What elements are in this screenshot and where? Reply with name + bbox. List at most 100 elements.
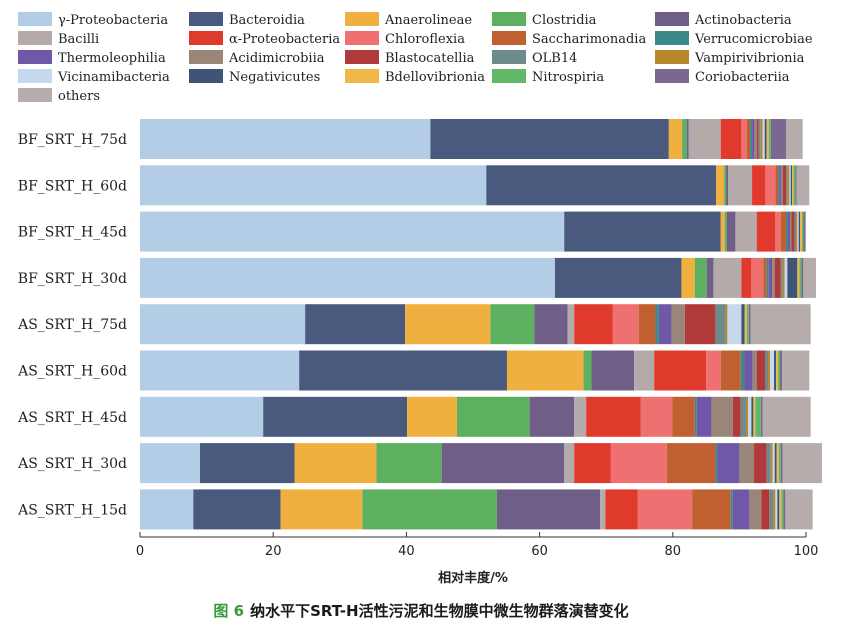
figure-caption-text: 纳水平下SRT-H活性污泥和生物膜中微生物群落演替变化 xyxy=(250,602,629,620)
bar-segment-bacilli xyxy=(688,119,721,159)
bar-segment-bacteroidia xyxy=(486,165,717,206)
bar-segment-verrucomicrobiae xyxy=(715,443,718,484)
bar-segment-thermoleophilia xyxy=(658,304,672,345)
legend-label: Verrucomicrobiae xyxy=(694,32,813,47)
bar-as-srt-h-60d xyxy=(140,350,810,391)
bar-segment-bacteroidia xyxy=(193,489,281,530)
legend-item-negativicutes: Negativicutes xyxy=(189,69,320,85)
legend-swatch xyxy=(492,69,526,83)
bar-segment-saccharimonadia xyxy=(720,350,741,391)
bar-segment-vicinamibacteria xyxy=(772,443,775,484)
legend-label: Chloroflexia xyxy=(385,32,465,47)
bar-segment-vicinamibacteria xyxy=(770,350,775,391)
bar-segment-bacteroidia xyxy=(263,396,408,437)
bar-segment-bdellovibrionia xyxy=(766,119,769,159)
bar-segment-bacteroidia xyxy=(430,119,669,159)
bar-segment-chloroflexia xyxy=(706,350,721,391)
bar-segment-acidimicrobiia xyxy=(711,396,733,437)
bar-segment-nitrospiria xyxy=(768,119,771,159)
bar-segment-blastocatellia xyxy=(761,489,770,530)
bar-segment-coriobacteriia xyxy=(760,396,763,437)
legend-label: Anaerolineae xyxy=(384,13,472,28)
bar-segment-clostridia xyxy=(724,211,727,252)
bar-segment-acidimicrobiia xyxy=(772,257,775,298)
bar-segment-vampirivibrionia xyxy=(787,165,790,206)
legend-label: Clostridia xyxy=(532,13,597,28)
legend-label: Bacilli xyxy=(58,32,99,47)
legend-swatch xyxy=(655,12,689,26)
y-tick-label: BF_SRT_H_75d xyxy=(18,132,127,148)
legend-item-nitrospiria: Nitrospiria xyxy=(492,69,604,85)
bar-segment-vicinamibacteria xyxy=(762,119,765,159)
legend-item-vicinamibacteria: Vicinamibacteria xyxy=(18,69,170,85)
legend-item-saccharimonadia: Saccharimonadia xyxy=(492,31,646,47)
bar-segment-olb14 xyxy=(715,304,726,345)
bar-segment-others xyxy=(785,489,813,530)
legend-swatch xyxy=(345,12,379,26)
bar-segment-bacilli xyxy=(567,304,575,345)
x-tick-label: 80 xyxy=(665,544,682,559)
bar-segment-coriobacteriia xyxy=(783,489,786,530)
legend-label: Acidimicrobiia xyxy=(228,51,325,66)
legend-item-bdellovibrionia: Bdellovibrionia xyxy=(345,69,485,85)
legend-swatch xyxy=(345,69,379,83)
bar-segment-negativicutes xyxy=(774,443,777,484)
bar-segment-thermoleophilia xyxy=(717,443,740,484)
bar-segment-verrucomicrobiae xyxy=(730,489,733,530)
bar-segment-others xyxy=(782,443,822,484)
legend-label: γ-Proteobacteria xyxy=(58,13,168,28)
bar-segment-proteobacteria xyxy=(720,119,742,159)
bar-segment-anaerolineae xyxy=(294,443,377,484)
legend-swatch xyxy=(189,31,223,45)
bar-segment-thermoleophilia xyxy=(752,119,755,159)
bar-segment-actinobacteria xyxy=(686,119,689,159)
legend-label: Nitrospiria xyxy=(532,70,604,85)
x-tick-label: 20 xyxy=(265,544,282,559)
bar-segment-bdellovibrionia xyxy=(800,211,803,252)
bar-segment-coriobacteriia xyxy=(780,443,783,484)
legend-swatch xyxy=(18,50,52,64)
bar-segment-olb14 xyxy=(794,211,797,252)
bar-segment-chloroflexia xyxy=(751,257,764,298)
legend-label: Vicinamibacteria xyxy=(57,70,170,85)
bar-segment-bacteroidia xyxy=(305,304,406,345)
bar-segment-olb14 xyxy=(758,119,761,159)
bar-segment-blastocatellia xyxy=(732,396,741,437)
bar-bf-srt-h-75d xyxy=(140,119,803,159)
legend-label: Bacteroidia xyxy=(229,13,305,28)
legend-label: Negativicutes xyxy=(229,70,320,85)
bar-segment-proteobacteria xyxy=(140,443,200,484)
legend-swatch xyxy=(18,88,52,102)
bar-segment-coriobacteriia xyxy=(770,119,787,159)
bar-segment-olb14 xyxy=(769,489,774,530)
bar-segment-vicinamibacteria xyxy=(784,257,788,298)
bar-segment-blastocatellia xyxy=(684,304,716,345)
y-tick-label: BF_SRT_H_30d xyxy=(18,271,127,287)
bar-segment-bdellovibrionia xyxy=(776,443,779,484)
legend-swatch xyxy=(18,12,52,26)
bar-segment-thermoleophilia xyxy=(779,165,782,206)
x-axis-title: 相对丰度/% xyxy=(438,570,508,586)
bar-segment-clostridia xyxy=(457,396,530,437)
bar-segment-bdellovibrionia xyxy=(797,257,800,298)
bar-segment-verrucomicrobiae xyxy=(655,304,659,345)
y-tick-label: AS_SRT_H_30d xyxy=(17,456,127,472)
bar-segment-vicinamibacteria xyxy=(797,211,799,252)
legend-item-verrucomicrobiae: Verrucomicrobiae xyxy=(655,31,813,47)
bar-segment-bdellovibrionia xyxy=(776,350,779,391)
bar-segment-clostridia xyxy=(362,489,497,530)
y-tick-label: AS_SRT_H_60d xyxy=(17,364,127,380)
bar-segment-thermoleophilia xyxy=(788,211,791,252)
bar-as-srt-h-15d xyxy=(140,489,813,530)
bar-segment-verrucomicrobiae xyxy=(766,257,769,298)
bar-segment-vampirivibrionia xyxy=(773,489,776,530)
y-tick-label: AS_SRT_H_75d xyxy=(17,317,127,333)
legend: γ-Proteobacteria Bacteroidia Anaerolineae C… xyxy=(18,12,813,104)
legend-swatch xyxy=(655,69,689,83)
bar-segment-clostridia xyxy=(583,350,592,391)
legend-item-vampirivibrionia: Vampirivibrionia xyxy=(655,50,805,66)
bar-segment-blastocatellia xyxy=(774,257,781,298)
legend-item-chloroflexia: Chloroflexia xyxy=(345,31,465,47)
bar-segment-thermoleophilia xyxy=(768,257,773,298)
bar-segment-vicinamibacteria xyxy=(748,396,752,437)
